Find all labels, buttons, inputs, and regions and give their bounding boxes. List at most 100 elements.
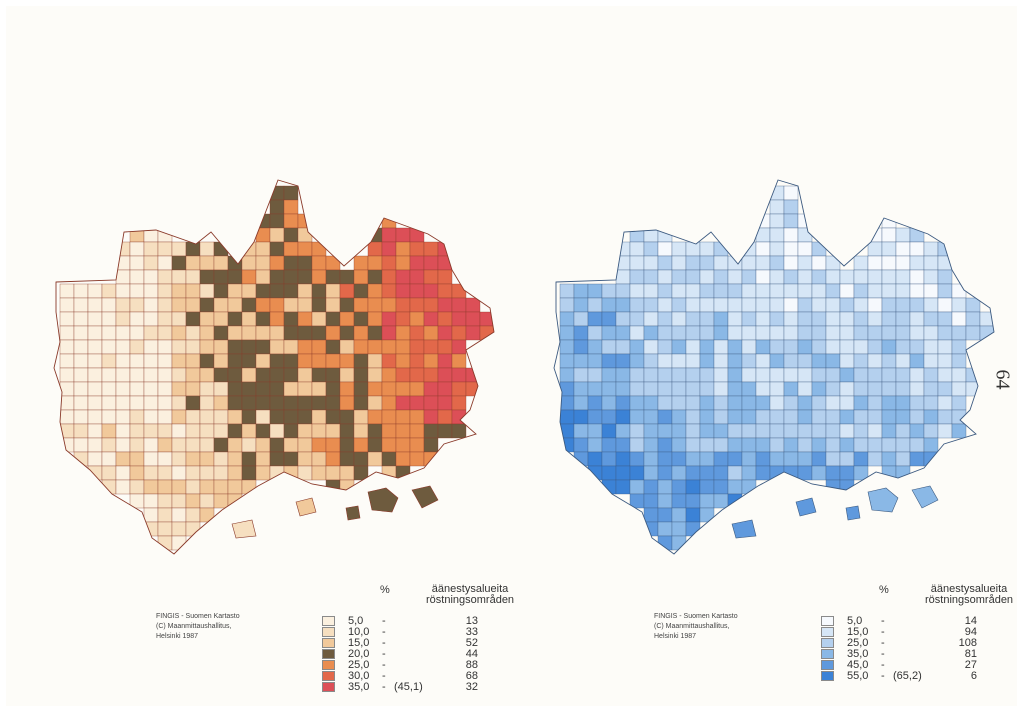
voting-district [727, 297, 743, 313]
voting-district [353, 437, 369, 453]
voting-district [339, 437, 355, 453]
voting-district [171, 325, 187, 341]
voting-district [867, 353, 883, 369]
voting-district [297, 283, 313, 299]
legend-unit: % [879, 584, 889, 596]
voting-district [297, 255, 313, 271]
voting-district [465, 381, 481, 397]
voting-district [199, 353, 215, 369]
voting-district [171, 339, 187, 355]
voting-district [755, 381, 771, 397]
voting-district [951, 297, 967, 313]
voting-district [381, 437, 397, 453]
voting-district [297, 241, 313, 257]
voting-district [199, 241, 215, 257]
voting-district [213, 339, 229, 355]
voting-district [657, 465, 673, 481]
voting-district [629, 339, 645, 355]
voting-district [129, 339, 145, 355]
voting-district [339, 339, 355, 355]
voting-district [241, 255, 257, 271]
voting-district [269, 451, 285, 467]
voting-district [185, 493, 201, 509]
voting-district [241, 381, 257, 397]
voting-district [213, 367, 229, 383]
voting-district [367, 241, 383, 257]
voting-district [367, 409, 383, 425]
legend-unit: % [380, 584, 390, 596]
voting-district [381, 465, 397, 481]
legend-title-sv: röstningsområden [426, 594, 515, 606]
voting-district [367, 269, 383, 285]
voting-district [283, 227, 299, 243]
voting-district [895, 325, 911, 341]
voting-district [783, 227, 799, 243]
voting-district [395, 367, 411, 383]
voting-district [87, 283, 103, 299]
voting-district [755, 395, 771, 411]
voting-district [101, 297, 117, 313]
voting-district [409, 269, 425, 285]
voting-district [797, 255, 813, 271]
voting-district [409, 395, 425, 411]
voting-district [143, 381, 159, 397]
voting-district [199, 451, 215, 467]
voting-district [923, 269, 939, 285]
voting-district [115, 395, 131, 411]
voting-district [629, 409, 645, 425]
voting-district [409, 367, 425, 383]
voting-district [629, 437, 645, 453]
voting-district [909, 381, 925, 397]
voting-district [143, 367, 159, 383]
voting-district [297, 227, 313, 243]
voting-district [629, 325, 645, 341]
voting-district [713, 297, 729, 313]
legend-range-dash: - [881, 670, 885, 682]
voting-district [87, 353, 103, 369]
legend-range-dash: - [382, 615, 386, 627]
voting-district [423, 255, 439, 271]
voting-district [101, 367, 117, 383]
voting-district [143, 325, 159, 341]
voting-district [59, 339, 75, 355]
voting-district [269, 395, 285, 411]
voting-district [629, 395, 645, 411]
voting-district [241, 395, 257, 411]
voting-district [573, 311, 589, 327]
island-district [845, 505, 861, 521]
voting-district [339, 423, 355, 439]
voting-district [811, 395, 827, 411]
voting-district [727, 353, 743, 369]
voting-district [185, 297, 201, 313]
voting-district [909, 311, 925, 327]
voting-district [657, 325, 673, 341]
voting-district [437, 269, 453, 285]
voting-district [825, 311, 841, 327]
voting-district [741, 353, 757, 369]
voting-district [685, 255, 701, 271]
voting-district [311, 451, 327, 467]
voting-district [923, 367, 939, 383]
voting-district [643, 255, 659, 271]
voting-district [601, 381, 617, 397]
voting-district [325, 269, 341, 285]
voting-district [909, 269, 925, 285]
voting-district [867, 255, 883, 271]
voting-district [115, 269, 131, 285]
voting-district [451, 297, 467, 313]
voting-district [171, 255, 187, 271]
voting-district [853, 465, 869, 481]
voting-district [797, 339, 813, 355]
credit-line: FINGIS - Suomen Kartasto [654, 613, 738, 620]
voting-district [797, 451, 813, 467]
voting-district [115, 367, 131, 383]
legend-count: 68 [465, 670, 478, 682]
voting-district [657, 451, 673, 467]
voting-district [881, 381, 897, 397]
legend-range-dash: - [881, 615, 885, 627]
voting-district [727, 311, 743, 327]
voting-district [881, 367, 897, 383]
voting-district [423, 339, 439, 355]
voting-district [839, 409, 855, 425]
voting-district [937, 339, 953, 355]
